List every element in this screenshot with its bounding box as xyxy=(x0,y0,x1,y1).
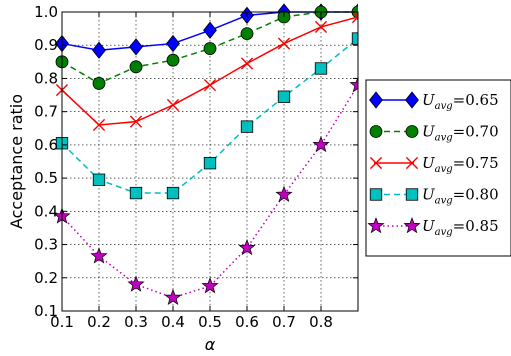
legend-item: Uavg=0.65 xyxy=(369,91,499,112)
y-tick-label: 0.6 xyxy=(34,136,58,154)
legend-label: Uavg=0.85 xyxy=(422,217,499,238)
data-point xyxy=(240,120,254,133)
data-point xyxy=(203,21,217,39)
legend-marker xyxy=(405,156,419,170)
x-tick-label: 0.6 xyxy=(235,313,259,331)
legend-marker xyxy=(367,216,385,234)
x-tick-label: 0.5 xyxy=(198,313,222,331)
x-tick-label: 0.1 xyxy=(50,313,74,331)
data-point xyxy=(312,135,330,153)
y-tick-label: 0.3 xyxy=(34,236,58,254)
x-tick-label: 0.3 xyxy=(124,313,148,331)
series-layer xyxy=(53,3,358,305)
legend-marker xyxy=(405,91,419,109)
data-point xyxy=(164,288,182,305)
data-point xyxy=(238,238,256,256)
data-point xyxy=(129,115,143,128)
legend-item: Uavg=0.80 xyxy=(369,186,499,207)
legend-box xyxy=(365,79,511,257)
legend-marker xyxy=(369,188,383,201)
data-point xyxy=(314,62,328,75)
x-tick-label: 0.2 xyxy=(87,313,111,331)
x-tick-label: 0.7 xyxy=(272,313,296,331)
legend-item: Uavg=0.70 xyxy=(369,123,499,144)
legend-marker xyxy=(405,188,419,201)
y-tick-label: 0.4 xyxy=(34,202,58,220)
data-point xyxy=(203,78,217,92)
data-point xyxy=(203,42,217,55)
data-point xyxy=(203,157,217,170)
series-square xyxy=(55,32,358,200)
data-point xyxy=(92,173,106,186)
x-tick-label: 0.8 xyxy=(309,313,333,331)
y-tick-label: 0.7 xyxy=(34,103,58,121)
series-line xyxy=(61,37,358,194)
legend-label: Uavg=0.70 xyxy=(422,123,499,144)
legend-label: Uavg=0.65 xyxy=(422,91,499,112)
legend-label: Uavg=0.80 xyxy=(422,186,499,207)
y-tick-label: 0.2 xyxy=(34,269,58,287)
data-point xyxy=(240,27,254,40)
data-point xyxy=(166,186,180,200)
legend: Uavg=0.65 Uavg=0.70 Uavg=0.75 Uavg=0.80 Uavg… xyxy=(365,79,511,257)
data-point xyxy=(277,90,291,103)
series-circle xyxy=(55,5,358,90)
y-tick-label: 0.5 xyxy=(34,169,58,187)
series-x xyxy=(55,10,358,132)
data-point xyxy=(92,41,106,59)
data-point xyxy=(92,118,106,132)
y-tick-label: 0.9 xyxy=(34,36,58,54)
legend-marker xyxy=(403,216,421,234)
data-point xyxy=(92,77,106,90)
axis-ticks: 0.1 0.2 0.3 0.4 0.5 0.6 0.7 0.8 0.1 0.2 0.3 0.4 0.5 0… xyxy=(34,3,358,331)
data-point xyxy=(351,10,358,24)
series-star xyxy=(53,76,358,305)
data-point xyxy=(129,186,143,200)
y-tick-label: 0.8 xyxy=(34,69,58,87)
data-point xyxy=(201,277,219,294)
data-point xyxy=(166,98,180,112)
series-line xyxy=(61,84,358,299)
data-point xyxy=(129,38,143,56)
data-point xyxy=(349,76,358,93)
legend-marker xyxy=(405,125,419,138)
data-point xyxy=(277,37,291,50)
legend-marker xyxy=(369,125,383,138)
data-point xyxy=(240,57,254,70)
legend-marker xyxy=(369,91,383,109)
data-point xyxy=(129,60,143,74)
data-point xyxy=(166,53,180,67)
data-point xyxy=(166,34,180,53)
data-point xyxy=(275,185,293,202)
legend-item: Uavg=0.75 xyxy=(369,154,499,175)
x-tick-label: 0.4 xyxy=(161,313,185,331)
series-line xyxy=(61,11,358,85)
data-point xyxy=(90,247,108,264)
legend-label: Uavg=0.75 xyxy=(422,154,499,175)
legend-item: Uavg=0.85 xyxy=(367,216,499,238)
y-axis-label: Acceptance ratio xyxy=(7,94,26,229)
data-point xyxy=(127,275,145,292)
legend-marker xyxy=(369,156,383,170)
y-tick-label: 1.0 xyxy=(34,3,58,21)
y-tick-label: 0.1 xyxy=(34,302,58,320)
data-point xyxy=(314,20,328,34)
x-axis-label: α xyxy=(205,335,216,354)
